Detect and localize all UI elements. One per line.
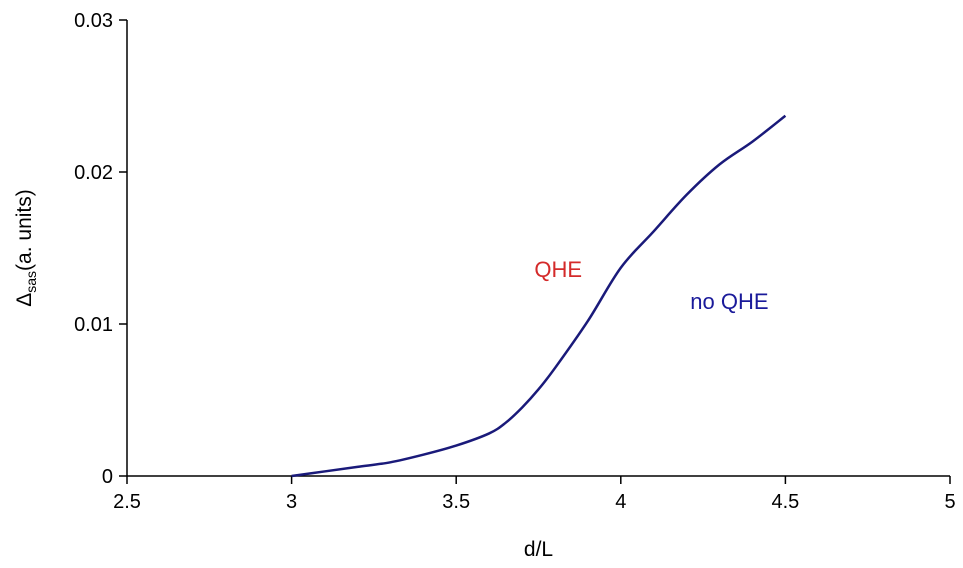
y-tick-label: 0.03 — [74, 10, 113, 32]
annotation-label: QHE — [534, 257, 582, 282]
series-line-0 — [291, 114, 787, 478]
annotation-label: no QHE — [690, 289, 768, 314]
axes — [126, 20, 950, 477]
x-ticks: 2.5 3 3.5 4 4.5 5 — [113, 476, 956, 513]
y-axis-title: Δsas(a. units) — [13, 189, 39, 307]
y-tick-label: 0.01 — [74, 314, 113, 336]
series-layer — [291, 114, 787, 478]
y-tick-label: 0.02 — [74, 162, 113, 184]
y-tick-label: 0 — [102, 466, 113, 488]
y-ticks: 0 0.01 0.02 0.03 — [74, 10, 127, 488]
x-tick-label: 2.5 — [113, 491, 141, 513]
y-axis-title-symbol: Δ — [13, 293, 36, 307]
x-tick-label: 3.5 — [442, 491, 470, 513]
annotations: QHE no QHE — [534, 257, 768, 314]
y-axis-title-rest: (a. units) — [13, 189, 36, 271]
y-axis-title-subscript: sas — [23, 271, 39, 293]
x-tick-label: 4 — [615, 491, 626, 513]
x-tick-label: 4.5 — [771, 491, 799, 513]
x-tick-label: 3 — [286, 491, 297, 513]
x-tick-label: 5 — [944, 491, 955, 513]
x-axis-title: d/L — [524, 538, 553, 561]
